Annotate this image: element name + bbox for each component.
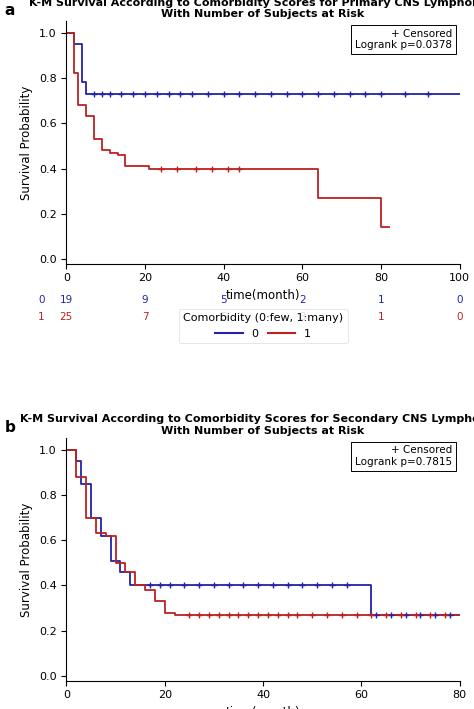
Text: + Censored
Logrank p=0.0378: + Censored Logrank p=0.0378 <box>355 28 452 50</box>
Text: + Censored
Logrank p=0.7815: + Censored Logrank p=0.7815 <box>355 445 452 467</box>
Text: 1: 1 <box>378 312 384 322</box>
Text: 5: 5 <box>220 312 227 322</box>
Y-axis label: Survival Probability: Survival Probability <box>20 85 33 200</box>
Title: K-M Survival According to Comorbidity Scores for Secondary CNS Lymphomas
With Nu: K-M Survival According to Comorbidity Sc… <box>20 415 474 436</box>
Text: 2: 2 <box>299 295 306 305</box>
Legend: 0, 1: 0, 1 <box>179 308 347 343</box>
Text: 1: 1 <box>38 312 45 322</box>
Title: K-M Survival According to Comorbidity Scores for Primary CNS Lymphomas
With Numb: K-M Survival According to Comorbidity Sc… <box>29 0 474 19</box>
X-axis label: time(month): time(month) <box>226 289 301 302</box>
Text: 25: 25 <box>60 312 73 322</box>
Text: 5: 5 <box>220 295 227 305</box>
Text: 19: 19 <box>60 295 73 305</box>
Text: a: a <box>5 3 15 18</box>
Text: 0: 0 <box>456 295 463 305</box>
Text: 9: 9 <box>142 295 148 305</box>
Text: b: b <box>5 420 16 435</box>
Text: 3: 3 <box>299 312 306 322</box>
X-axis label: time(month): time(month) <box>226 706 301 709</box>
Y-axis label: Survival Probability: Survival Probability <box>20 502 33 617</box>
Text: 7: 7 <box>142 312 148 322</box>
Text: 0: 0 <box>456 312 463 322</box>
Text: 0: 0 <box>38 295 45 305</box>
Text: 1: 1 <box>378 295 384 305</box>
